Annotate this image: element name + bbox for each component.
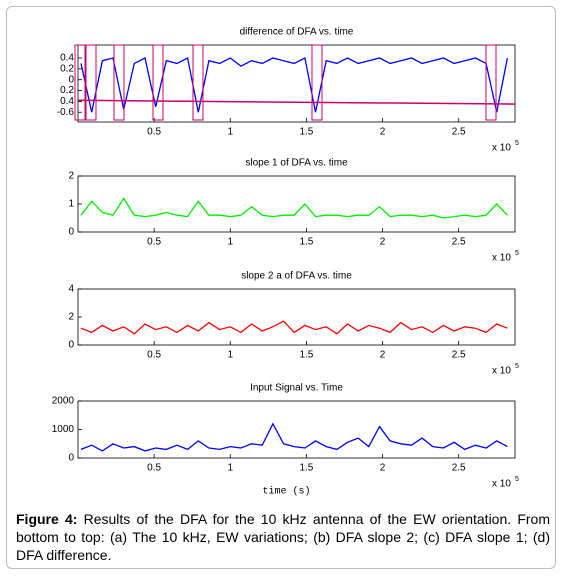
x-tick-label: 2 xyxy=(380,350,386,361)
y-tick-label: 2 xyxy=(68,171,74,182)
y-tick-label: 2000 xyxy=(52,396,75,407)
highlight-box xyxy=(485,44,497,121)
x-tick-label: 2.5 xyxy=(452,350,466,361)
y-tick-label: 4 xyxy=(68,284,74,295)
x-tick-label: 2.5 xyxy=(452,463,466,474)
x-scale-exponent: 5 xyxy=(515,363,519,370)
x-tick-label: 1.5 xyxy=(299,463,313,474)
x-tick-label: 2 xyxy=(380,237,386,248)
chart-title: difference of DFA vs. time xyxy=(240,27,354,38)
highlight-box xyxy=(85,44,97,121)
x-scale-label: x 10 xyxy=(492,143,511,154)
plot-frame xyxy=(77,44,516,123)
chart-title: slope 1 of DFA vs. time xyxy=(245,158,348,169)
data-line xyxy=(80,422,508,452)
x-tick-label: 2 xyxy=(380,463,386,474)
chart-title: Input Signal vs. Time xyxy=(250,383,343,394)
x-tick-label: 2 xyxy=(380,127,386,138)
y-tick-label: 2 xyxy=(68,312,74,323)
x-axis-label: time (s) xyxy=(262,486,310,498)
caption-text: Results of the DFA for the 10 kHz antenn… xyxy=(16,511,550,563)
y-tick-label: 1000 xyxy=(52,424,75,435)
x-scale-exponent: 5 xyxy=(515,476,519,483)
charts: difference of DFA vs. time 0.5 1 1.5 2 2.5 0.4… xyxy=(52,27,519,498)
y-tick-label: 0 xyxy=(68,340,74,351)
x-tick-label: 0.5 xyxy=(147,350,161,361)
x-tick-label: 0.5 xyxy=(147,237,161,248)
highlight-box xyxy=(74,44,86,121)
x-scale-label: x 10 xyxy=(492,366,511,377)
highlight-box xyxy=(152,44,164,121)
data-line xyxy=(80,320,508,335)
chart-title: slope 2 a of DFA vs. time xyxy=(241,271,352,282)
y-tick-label: 0 xyxy=(68,74,74,85)
x-scale-exponent: 5 xyxy=(515,140,519,147)
y-tick-label: 0.4 xyxy=(60,53,74,64)
plot-frame xyxy=(77,288,516,346)
data-line xyxy=(77,99,516,105)
y-tick-label: 0 xyxy=(68,453,74,464)
y-tick-label: -0.6 xyxy=(57,107,75,118)
data-line xyxy=(80,57,509,113)
y-tick-label: 0.4 xyxy=(60,96,74,107)
y-tick-label: 0.2 xyxy=(60,85,74,96)
y-tick-label: 0.2 xyxy=(60,63,74,74)
x-tick-label: 0.5 xyxy=(147,127,161,138)
highlight-box xyxy=(192,44,204,121)
x-scale-label: x 10 xyxy=(492,253,511,264)
x-tick-label: 1 xyxy=(227,127,233,138)
x-tick-label: 2.5 xyxy=(452,127,466,138)
highlight-box xyxy=(311,44,323,121)
x-scale-exponent: 5 xyxy=(515,250,519,257)
data-line xyxy=(80,197,508,219)
x-tick-label: 2.5 xyxy=(452,237,466,248)
x-tick-label: 1 xyxy=(227,463,233,474)
x-tick-label: 1.5 xyxy=(299,127,313,138)
figure-frame xyxy=(6,6,556,569)
x-tick-label: 0.5 xyxy=(147,463,161,474)
x-tick-label: 1 xyxy=(227,350,233,361)
x-tick-label: 1.5 xyxy=(299,237,313,248)
caption: Figure 4: Results of the DFA for the 10 … xyxy=(16,510,550,564)
y-tick-label: 0 xyxy=(68,227,74,238)
plot-frame xyxy=(77,400,516,459)
x-scale-label: x 10 xyxy=(492,479,511,490)
caption-label: Figure 4: xyxy=(16,511,78,527)
plot-frame xyxy=(77,175,516,233)
x-tick-label: 1 xyxy=(227,237,233,248)
highlight-box xyxy=(113,44,125,121)
x-tick-label: 1.5 xyxy=(299,350,313,361)
y-tick-label: 1 xyxy=(68,199,74,210)
